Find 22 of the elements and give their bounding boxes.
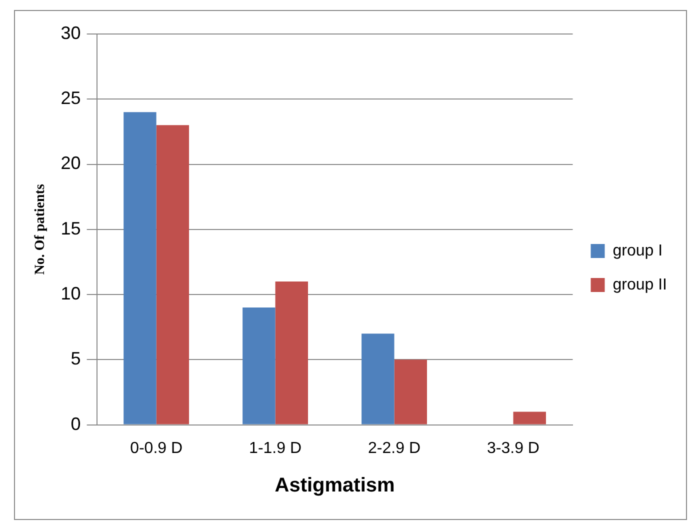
x-tick-label: 3-3.9 D — [487, 440, 540, 457]
bar — [124, 112, 156, 424]
bar — [242, 308, 276, 424]
y-tick-label: 5 — [70, 348, 81, 369]
y-tick-label: 20 — [60, 153, 81, 174]
y-tick-label: 10 — [60, 284, 81, 304]
bar — [156, 125, 190, 424]
legend-label: group I — [612, 242, 663, 260]
y-axis-title: No. Of patients — [33, 184, 48, 275]
y-tick-label: 25 — [60, 88, 81, 108]
x-axis-title: Astigmatism — [274, 474, 395, 497]
legend-label: group II — [612, 276, 668, 294]
bar — [394, 360, 427, 424]
bar — [513, 412, 546, 424]
y-tick-label: 15 — [60, 218, 81, 238]
bar — [275, 282, 308, 424]
x-tick-label: 0-0.9 D — [130, 440, 183, 457]
x-tick-label: 2-2.9 D — [368, 440, 421, 457]
x-tick-label: 1-1.9 D — [249, 440, 302, 457]
y-tick-label: 30 — [60, 22, 81, 43]
y-tick-label: 0 — [70, 414, 81, 434]
bar — [362, 334, 394, 424]
